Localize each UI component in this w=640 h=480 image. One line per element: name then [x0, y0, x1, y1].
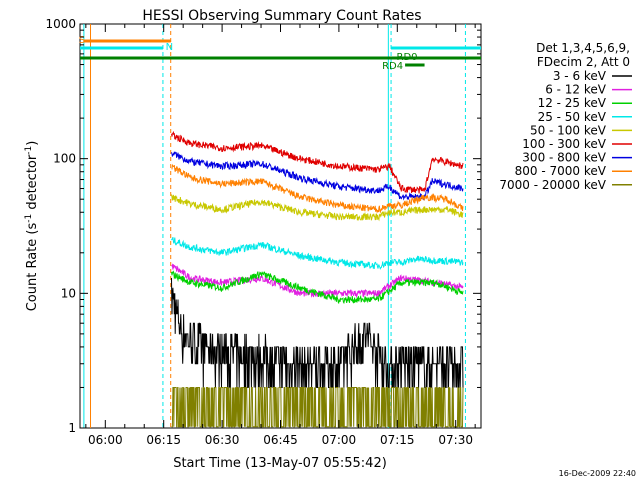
annotation-label: N	[166, 42, 173, 53]
y-tick-label: 1	[68, 421, 76, 435]
legend-label: 300 - 800 keV	[522, 151, 606, 165]
series-line	[171, 263, 464, 299]
y-tick-label: 1000	[45, 17, 76, 31]
series-line	[171, 151, 464, 201]
x-tick-label: 06:00	[88, 433, 123, 447]
axis-layer: 1 10 100 1000 06:00 06:15 06:30 06:45 07:00 07:15…	[45, 17, 481, 447]
y-axis-label: Count Rate (s-1 detector-1)	[24, 141, 40, 312]
series-layer	[171, 130, 464, 428]
annotation-label: S	[79, 35, 85, 46]
legend-label: 6 - 12 keV	[545, 83, 607, 97]
x-tick-label: 07:30	[438, 433, 473, 447]
legend-label: 3 - 6 keV	[553, 69, 607, 83]
series-line	[171, 236, 464, 270]
legend-label: 25 - 50 keV	[538, 110, 607, 124]
series-line	[171, 277, 464, 388]
x-axis-label: Start Time (13-May-07 05:55:42)	[173, 456, 387, 471]
x-tick-label: 07:15	[380, 433, 415, 447]
legend-header-line-2: FDecim 2, Att 0	[537, 55, 630, 69]
annotation-label: RD0	[397, 52, 418, 63]
y-tick-label: 10	[61, 286, 76, 300]
x-tick-label: 06:30	[205, 433, 240, 447]
x-tick-label: 07:00	[322, 433, 357, 447]
legend-label: 800 - 7000 keV	[515, 164, 607, 178]
legend-label: 12 - 25 keV	[538, 96, 607, 110]
footer-stamp: 16-Dec-2009 22:40	[559, 469, 636, 478]
series-line	[171, 270, 464, 305]
legend-label: 7000 - 20000 keV	[499, 178, 606, 192]
x-tick-label: 06:45	[263, 433, 298, 447]
legend-label: 50 - 100 keV	[530, 123, 607, 137]
legend-label: 100 - 300 keV	[522, 137, 606, 151]
legend-header-line-1: Det 1,3,4,5,6,9,	[536, 41, 630, 55]
annotation-label: RD4	[382, 61, 403, 72]
series-line	[171, 387, 464, 428]
series-line	[171, 163, 464, 214]
chart-title: HESSI Observing Summary Count Rates	[142, 8, 421, 24]
series-line	[171, 194, 464, 222]
series-line	[171, 130, 464, 194]
x-tick-label: 06:15	[146, 433, 181, 447]
y-tick-label: 100	[53, 152, 76, 166]
